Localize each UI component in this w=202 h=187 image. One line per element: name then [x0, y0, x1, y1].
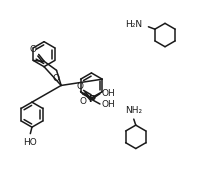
- Text: HO: HO: [23, 138, 37, 147]
- Text: OH: OH: [101, 100, 114, 109]
- Text: H₂N: H₂N: [124, 20, 141, 29]
- Text: O: O: [52, 74, 59, 83]
- Text: P: P: [88, 95, 95, 104]
- Text: NH₂: NH₂: [124, 106, 141, 115]
- Text: O: O: [79, 97, 86, 106]
- Text: O: O: [76, 82, 83, 91]
- Text: OH: OH: [101, 89, 114, 98]
- Text: O: O: [29, 45, 36, 54]
